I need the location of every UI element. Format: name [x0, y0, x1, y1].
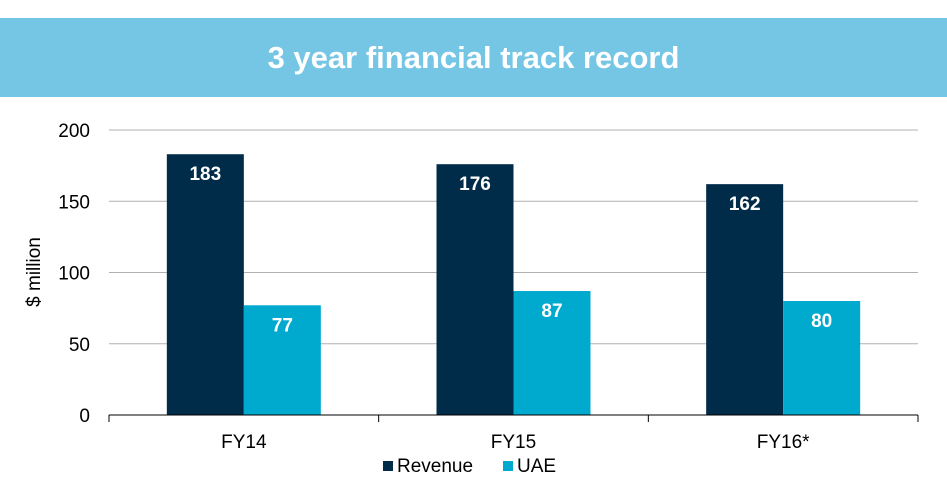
bar-uae-fy16: [783, 301, 861, 415]
data-label: 162: [729, 194, 761, 215]
data-label: 183: [189, 164, 221, 185]
x-tick-label: FY14: [221, 432, 267, 453]
labels: 0 50 100 150 200 183 77 FY14 176 87 FY15 162 80 FY16*: [58, 121, 832, 453]
x-tick-label: FY16*: [757, 432, 810, 453]
legend-swatch-uae: [503, 461, 513, 471]
x-tick-label: FY15: [491, 432, 536, 453]
bar-revenue-fy14: [166, 154, 244, 415]
y-tick-label: 50: [69, 335, 90, 356]
y-tick-label: 0: [79, 406, 90, 427]
data-label: 176: [459, 174, 491, 195]
legend: Revenue UAE: [383, 456, 556, 477]
y-axis-title: $ million: [24, 237, 45, 307]
axes: [108, 414, 919, 422]
y-tick-label: 200: [58, 121, 90, 142]
bar-uae-fy15: [513, 291, 591, 415]
chart-title: 3 year financial track record: [267, 39, 680, 75]
y-tick-label: 150: [58, 192, 90, 213]
data-label: 77: [272, 315, 293, 336]
legend-label-uae: UAE: [517, 456, 556, 477]
title-banner: 3 year financial track record: [0, 18, 947, 97]
data-label: 80: [811, 311, 832, 332]
bar-revenue-fy16: [706, 184, 784, 415]
legend-label-revenue: Revenue: [397, 456, 473, 477]
bars: [166, 154, 861, 415]
bar-revenue-fy15: [436, 164, 514, 415]
data-label: 87: [541, 301, 562, 322]
bar-uae-fy14: [243, 305, 321, 415]
y-tick-label: 100: [58, 264, 90, 285]
legend-swatch-revenue: [383, 461, 393, 471]
